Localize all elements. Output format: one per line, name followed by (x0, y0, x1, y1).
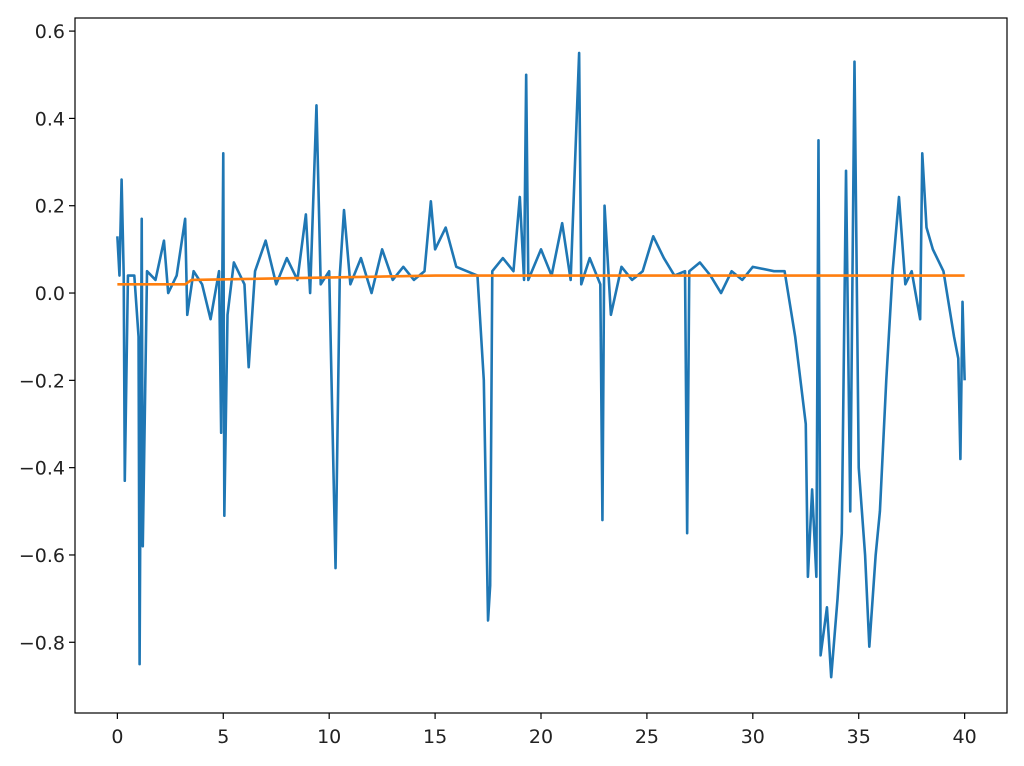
x-tick-label: 25 (635, 726, 659, 748)
y-tick-label: 0.0 (35, 283, 65, 305)
x-tick-label: 20 (529, 726, 553, 748)
data-line (117, 274, 965, 286)
y-tick-label: 0.6 (35, 21, 65, 43)
x-tick-label: 10 (317, 726, 341, 748)
y-tick-label: 0.2 (35, 196, 65, 218)
y-tick-label: −0.2 (19, 370, 65, 392)
data-line (116, 51, 966, 679)
y-tick-label: 0.4 (35, 108, 65, 130)
y-tick-label: −0.8 (19, 632, 65, 654)
x-tick-label: 15 (423, 726, 447, 748)
x-tick-label: 5 (217, 726, 229, 748)
x-tick-label: 40 (953, 726, 977, 748)
x-tick-label: 35 (847, 726, 871, 748)
x-tick-label: 0 (111, 726, 123, 748)
plot-area (116, 51, 966, 679)
x-tick-label: 30 (741, 726, 765, 748)
y-tick-label: −0.6 (19, 545, 65, 567)
y-tick-label: −0.4 (19, 458, 65, 480)
